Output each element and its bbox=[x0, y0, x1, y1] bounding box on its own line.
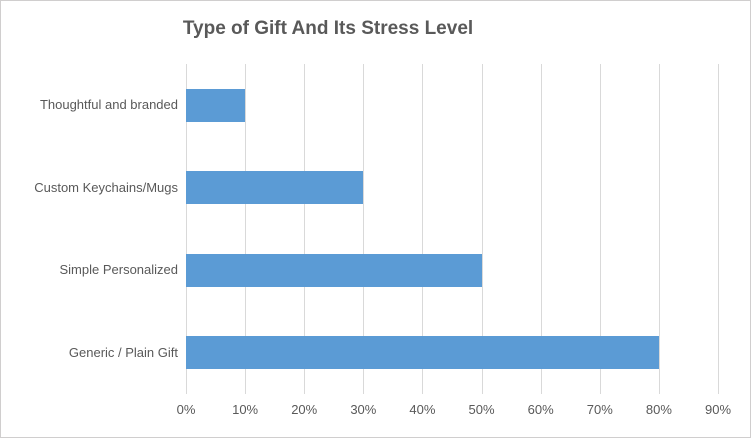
category-label: Simple Personalized bbox=[59, 262, 178, 278]
gridline bbox=[304, 64, 306, 394]
x-axis-tick-label: 20% bbox=[291, 402, 318, 417]
category-label: Thoughtful and branded bbox=[39, 97, 178, 113]
x-axis-tick-label: 30% bbox=[350, 402, 377, 417]
x-axis-tick-label: 40% bbox=[409, 402, 436, 417]
gridline bbox=[481, 64, 483, 394]
x-axis-tick-label: 90% bbox=[704, 402, 732, 417]
bar-thoughtful-and-branded bbox=[186, 88, 246, 122]
x-axis-tick-label: 0% bbox=[176, 402, 196, 417]
x-axis-tick-label: 50% bbox=[468, 402, 495, 417]
category-label: Custom Keychains/Mugs bbox=[34, 179, 178, 195]
gridline bbox=[245, 64, 247, 394]
gridline bbox=[718, 64, 719, 394]
gridline bbox=[363, 64, 365, 394]
bar-generic-plain-gift bbox=[186, 336, 659, 370]
x-axis-tick-label: 60% bbox=[527, 402, 554, 417]
plot-area bbox=[186, 64, 719, 394]
chart-title: Type of Gift And Its Stress Level bbox=[182, 18, 474, 39]
x-axis-tick-label: 70% bbox=[586, 402, 613, 417]
gridline bbox=[540, 64, 542, 394]
bar-simple-personalized bbox=[186, 253, 482, 287]
category-label: Generic / Plain Gift bbox=[68, 344, 178, 360]
x-axis-tick-label: 10% bbox=[232, 402, 259, 417]
gridline bbox=[186, 64, 187, 394]
x-axis-tick-label: 80% bbox=[645, 402, 672, 417]
gridline bbox=[599, 64, 601, 394]
bar-custom-keychains-mugs bbox=[186, 171, 364, 205]
gridline bbox=[658, 64, 660, 394]
gridline bbox=[422, 64, 424, 394]
